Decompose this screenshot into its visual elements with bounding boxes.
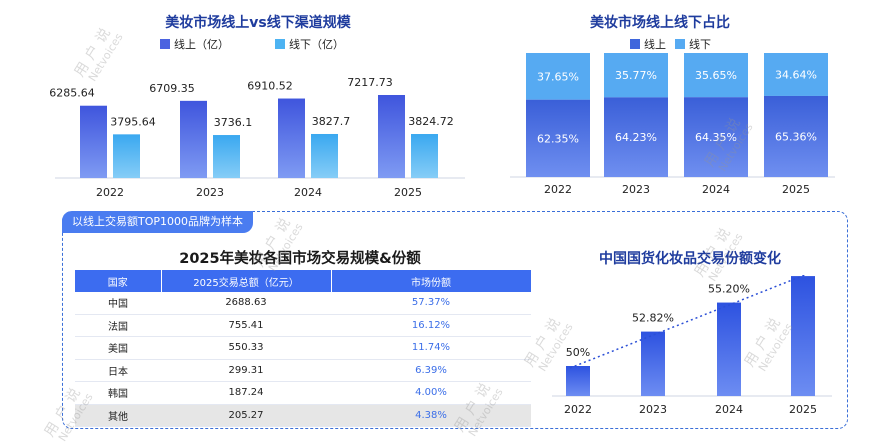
bar-2023	[641, 331, 665, 396]
table-row: 法国 755.41 16.12%	[75, 314, 531, 337]
value-label-online-2022: 6285.64	[49, 87, 95, 100]
bar-online-2022	[526, 99, 590, 177]
amount-cell: 755.41	[161, 314, 331, 337]
country-cell: 美国	[75, 336, 161, 360]
channel-scale-chart: 线上（亿） 线下（亿） 6285.64 3795.64 2022 6709.35 3736.…	[49, 37, 465, 199]
table-header-0: 国家	[75, 270, 162, 292]
share-cell: 6.39%	[331, 359, 531, 382]
table-header-row: 国家 2025交易总额（亿元） 市场份额	[75, 270, 532, 292]
legend2-swatch-0	[630, 39, 640, 49]
bar-online-2024	[684, 97, 748, 177]
country-cell: 其他	[75, 404, 161, 427]
sample-note-tag: 以线上交易额TOP1000品牌为样本	[62, 211, 254, 233]
bar-online-2023	[604, 97, 668, 177]
bar-offline-2025	[764, 53, 828, 96]
value-label-online-2022: 62.35%	[537, 132, 579, 145]
value-label-online-2024: 6910.52	[247, 80, 293, 93]
x-tick-2023: 2023	[622, 183, 650, 196]
x-tick-2024: 2024	[715, 403, 743, 416]
bar-2024	[717, 302, 741, 396]
value-label-offline-2023: 3736.1	[214, 116, 253, 129]
share-cell: 4.38%	[331, 404, 531, 427]
value-label-online-2023: 6709.35	[149, 82, 195, 95]
value-label-offline-2023: 35.77%	[615, 69, 657, 82]
legend-label-0: 线上（亿）	[174, 37, 229, 51]
amount-cell: 205.27	[161, 404, 331, 427]
amount-cell: 187.24	[161, 381, 331, 405]
bar-online-2023	[180, 100, 207, 178]
x-tick-2023: 2023	[196, 186, 224, 199]
table-row: 韩国 187.24 4.00%	[75, 381, 531, 405]
x-tick-2024: 2024	[294, 186, 322, 199]
x-tick-2022: 2022	[96, 186, 124, 199]
table-header-1: 2025交易总额（亿元）	[161, 270, 332, 292]
share-cell: 57.37%	[331, 292, 531, 315]
x-tick-2022: 2022	[544, 183, 572, 196]
legend-swatch-0	[160, 39, 170, 49]
value-label-offline-2025: 34.64%	[775, 68, 817, 81]
bar-online-2025	[764, 95, 828, 177]
value-label-online-2024: 64.35%	[695, 131, 737, 144]
bar-2025	[791, 276, 815, 396]
table-row: 其他 205.27 4.38%	[75, 404, 531, 427]
legend2-swatch-1	[675, 39, 685, 49]
channel-share-chart: 线上 线下 37.65% 62.35% 2022 35.77% 64.23% 2023 35.6…	[510, 37, 835, 196]
x-tick-2025: 2025	[394, 186, 422, 199]
x-tick-2024: 2024	[702, 183, 730, 196]
chart1-title: 美妆市场线上vs线下渠道规模	[165, 15, 351, 31]
value-label-online-2025: 7217.73	[347, 76, 393, 89]
value-label-offline-2024: 35.65%	[695, 69, 737, 82]
country-cell: 日本	[75, 359, 161, 382]
chart4-title: 中国国货化妆品交易份额变化	[599, 251, 781, 267]
table-title: 2025年美妆各国市场交易规模&份额	[179, 251, 421, 267]
country-cell: 法国	[75, 314, 161, 337]
bar-offline-2024	[684, 53, 748, 98]
trend-line	[569, 275, 807, 369]
table-row: 中国 2688.63 57.37%	[75, 292, 531, 315]
table-row: 美国 550.33 11.74%	[75, 336, 531, 360]
table-header-2: 市场份额	[331, 270, 532, 292]
share-cell: 16.12%	[331, 314, 531, 337]
share-cell: 11.74%	[331, 336, 531, 360]
amount-cell: 550.33	[161, 336, 331, 360]
chart2-title: 美妆市场线上线下占比	[590, 15, 730, 31]
bar-offline-2022	[526, 53, 590, 100]
country-cell: 中国	[75, 292, 161, 315]
bar-offline-2023	[604, 53, 668, 98]
amount-cell: 2688.63	[161, 292, 331, 315]
legend2-label-0: 线上	[644, 37, 666, 51]
bar-2022	[566, 366, 590, 396]
value-label-2024: 55.20%	[708, 283, 750, 296]
bar-offline-2025	[411, 134, 438, 178]
value-label-2023: 52.82%	[632, 312, 674, 325]
bar-online-2022	[80, 105, 107, 178]
x-tick-2022: 2022	[564, 403, 592, 416]
country-share-table: 国家 2025交易总额（亿元） 市场份额 中国 2688.63 57.37% 法国 755.…	[75, 270, 532, 427]
value-label-offline-2022: 3795.64	[110, 115, 156, 128]
value-label-online-2023: 64.23%	[615, 131, 657, 144]
bar-offline-2024	[311, 133, 338, 178]
bar-offline-2023	[213, 135, 240, 178]
x-tick-2025: 2025	[782, 183, 810, 196]
value-label-2022: 50%	[566, 346, 590, 359]
x-tick-2023: 2023	[639, 403, 667, 416]
value-label-offline-2022: 37.65%	[537, 70, 579, 83]
table-row: 日本 299.31 6.39%	[75, 359, 531, 382]
bar-online-2025	[378, 94, 405, 178]
bar-online-2024	[278, 98, 305, 178]
value-label-online-2025: 65.36%	[775, 130, 817, 143]
bar-offline-2022	[113, 134, 140, 178]
bottom-section-frame	[62, 211, 848, 429]
share-cell: 4.00%	[331, 381, 531, 405]
country-cell: 韩国	[75, 381, 161, 405]
legend2-label-1: 线下	[689, 37, 711, 51]
legend-swatch-1	[275, 39, 285, 49]
amount-cell: 299.31	[161, 359, 331, 382]
legend-label-1: 线下（亿）	[289, 37, 344, 51]
value-label-offline-2025: 3824.72	[408, 115, 454, 128]
x-tick-2025: 2025	[789, 403, 817, 416]
value-label-offline-2024: 3827.7	[312, 115, 351, 128]
